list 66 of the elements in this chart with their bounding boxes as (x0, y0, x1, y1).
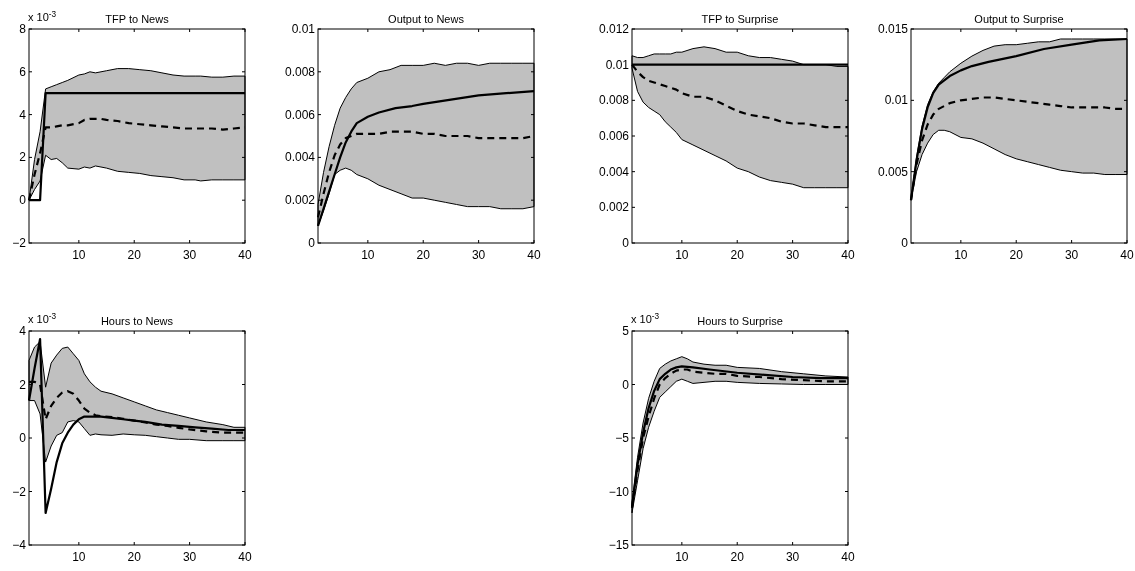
x-tick-label: 20 (127, 550, 142, 564)
y-tick-label: 0.002 (284, 193, 316, 208)
x-tick-label: 30 (182, 550, 197, 564)
x-tick-label: 30 (785, 550, 800, 564)
y-tick-label: 6 (19, 64, 27, 79)
y-tick-label: 0 (622, 236, 630, 250)
x-tick-label: 40 (1120, 248, 1134, 262)
x-tick-label: 20 (127, 248, 142, 262)
y-tick-label: 0.015 (877, 22, 909, 36)
chart-title: TFP to Surprise (701, 13, 779, 25)
y-tick-label: 5 (622, 324, 630, 338)
y-tick-label: −10 (608, 484, 630, 499)
text: x 10$^{-3}$ (28, 9, 57, 23)
x-tick-label: 40 (841, 550, 855, 564)
y-tick-label: −5 (615, 431, 630, 445)
chart-title: Hours to News (100, 315, 174, 327)
y-tick-label: 4 (19, 324, 27, 338)
y-tick-label: −2 (12, 236, 27, 250)
y-tick-label: 0.004 (598, 164, 630, 179)
y-tick-label: 0 (308, 236, 316, 250)
x-tick-label: 10 (361, 248, 375, 262)
y-tick-label: 0.008 (598, 93, 630, 108)
chart-title: TFP to News (105, 13, 170, 25)
x-tick-label: 10 (675, 248, 689, 262)
x-tick-label: 20 (730, 550, 745, 564)
x-tick-label: 30 (1064, 248, 1079, 262)
y-tick-label: 0.012 (598, 22, 630, 36)
y-tick-label: −15 (608, 538, 630, 552)
y-tick-label: 2 (19, 150, 27, 165)
y-tick-label: 0 (19, 431, 27, 445)
x-tick-label: 20 (416, 248, 431, 262)
y-tick-label: 0.008 (284, 64, 316, 79)
y-tick-label: 0.01 (605, 57, 630, 72)
y-tick-label: 0.01 (291, 22, 316, 36)
y-tick-label: 0 (19, 193, 27, 208)
x-tick-label: 30 (785, 248, 800, 262)
x-tick-label: 30 (471, 248, 486, 262)
x-tick-label: 30 (182, 248, 197, 262)
y-tick-label: 4 (19, 107, 27, 122)
y-tick-label: 2 (19, 377, 27, 392)
text: x 10$^{-3}$ (28, 311, 57, 325)
x-tick-label: 10 (72, 550, 86, 564)
x-tick-label: 40 (238, 248, 252, 262)
y-tick-label: 0 (622, 377, 630, 392)
y-tick-label: 0.004 (284, 150, 316, 165)
x-tick-label: 40 (238, 550, 252, 564)
y-tick-label: −4 (12, 538, 27, 552)
y-tick-label: 8 (19, 22, 27, 36)
x-tick-label: 20 (730, 248, 745, 262)
chart-title: Output to Surprise (974, 13, 1064, 25)
x-tick-label: 10 (675, 550, 689, 564)
y-tick-label: −2 (12, 484, 27, 499)
y-tick-label: 0.006 (284, 107, 316, 122)
x-tick-label: 10 (954, 248, 968, 262)
x-tick-label: 40 (841, 248, 855, 262)
x-tick-label: 40 (527, 248, 541, 262)
text: x 10$^{-3}$ (631, 311, 660, 325)
chart-title: Hours to Surprise (697, 315, 783, 327)
x-tick-label: 10 (72, 248, 86, 262)
y-tick-label: 0.01 (884, 93, 909, 108)
y-tick-label: 0.005 (877, 164, 909, 179)
y-tick-label: 0 (901, 236, 909, 250)
y-tick-label: 0.006 (598, 129, 630, 143)
chart-title: Output to News (388, 13, 465, 25)
x-tick-label: 20 (1009, 248, 1024, 262)
y-tick-label: 0.002 (598, 200, 630, 215)
